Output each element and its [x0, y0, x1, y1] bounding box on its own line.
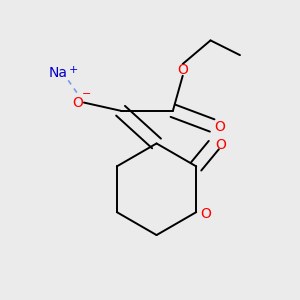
Text: Na: Na [49, 66, 68, 80]
Text: O: O [73, 96, 83, 110]
Text: O: O [216, 138, 226, 152]
Text: O: O [214, 120, 225, 134]
Text: −: − [82, 89, 91, 99]
Text: O: O [201, 207, 212, 221]
Text: +: + [69, 65, 79, 75]
Text: O: O [177, 63, 188, 77]
